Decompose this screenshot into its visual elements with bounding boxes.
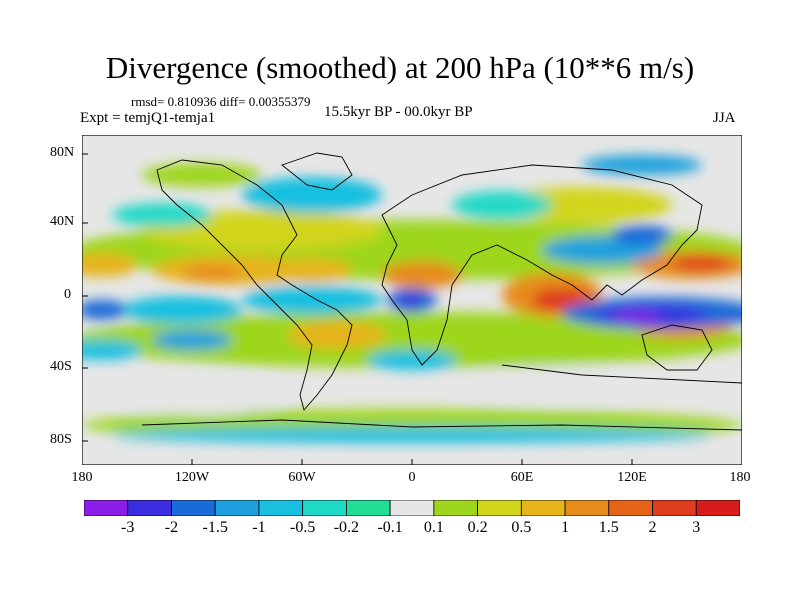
colorbar-swatch xyxy=(345,500,391,516)
colorbar-swatch xyxy=(171,500,216,516)
x-label-120e: 120E xyxy=(617,470,647,485)
colorbar-tick-label: 0.5 xyxy=(511,519,532,536)
x-label-180w: 180 xyxy=(71,470,93,485)
colorbar-swatch xyxy=(695,500,740,516)
colorbar-tick-label: -1 xyxy=(252,519,266,536)
colorbar-swatch xyxy=(127,500,172,516)
period-label: 15.5kyr BP - 00.0kyr BP xyxy=(324,104,473,120)
axis-ticks xyxy=(82,153,633,465)
colorbar-tick-label: -0.1 xyxy=(377,519,403,536)
colorbar-swatch xyxy=(652,500,697,516)
colorbar-tick-label: 0.2 xyxy=(467,519,488,536)
colorbar-tick-label: 0.1 xyxy=(423,519,444,536)
plot-title: Divergence (smoothed) at 200 hPa (10**6 … xyxy=(105,50,695,85)
experiment-label: Expt = temjQ1-temja1 xyxy=(80,110,216,126)
colorbar-tick-label: -0.5 xyxy=(289,519,316,536)
colorbar-swatch xyxy=(302,500,347,516)
colorbar-tick-label: 1.5 xyxy=(598,519,619,536)
x-label-60e: 60E xyxy=(510,470,534,485)
y-label-80n: 80N xyxy=(50,145,75,160)
colorbar-swatch xyxy=(608,500,653,516)
colorbar-swatch xyxy=(389,500,435,516)
season-label: JJA xyxy=(713,110,736,126)
y-label-80s: 80S xyxy=(50,432,72,447)
divergence-field xyxy=(82,138,742,443)
x-label-0: 0 xyxy=(408,470,416,485)
colorbar xyxy=(84,500,740,516)
colorbar-swatch xyxy=(564,500,610,516)
colorbar-swatch xyxy=(84,500,129,516)
x-label-180e: 180 xyxy=(729,470,751,485)
x-label-120w: 120W xyxy=(174,470,210,485)
colorbar-swatch xyxy=(520,500,566,516)
colorbar-tick-label: -2 xyxy=(164,519,179,536)
colorbar-swatch xyxy=(214,500,260,516)
y-label-40s: 40S xyxy=(50,359,72,374)
colorbar-tick-label: 2 xyxy=(648,519,657,536)
y-label-0: 0 xyxy=(64,287,71,302)
colorbar-swatch xyxy=(433,500,479,516)
colorbar-tick-label: 3 xyxy=(692,519,701,536)
colorbar-swatch xyxy=(258,500,304,516)
coastlines xyxy=(141,152,742,431)
colorbar-tick-label: -0.2 xyxy=(333,519,360,536)
stats-line: rmsd= 0.810936 diff= 0.00355379 xyxy=(131,94,311,109)
y-label-40n: 40N xyxy=(50,214,75,229)
colorbar-tick-label: -3 xyxy=(121,519,135,536)
colorbar-tick-label: -1.5 xyxy=(202,519,228,536)
x-label-60w: 60W xyxy=(288,470,316,485)
colorbar-tick-label: 1 xyxy=(561,519,570,536)
divergence-map xyxy=(82,135,742,465)
colorbar-swatch xyxy=(477,500,522,516)
